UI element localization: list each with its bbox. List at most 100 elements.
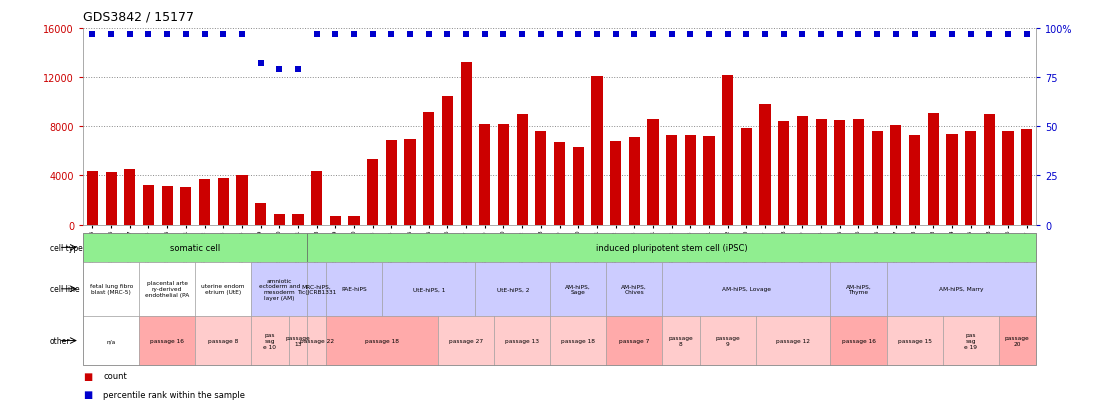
Point <box>532 31 550 38</box>
Text: passage
8: passage 8 <box>668 335 694 346</box>
Point <box>943 31 961 38</box>
Point <box>719 31 737 38</box>
Bar <box>909 135 920 225</box>
Point <box>233 31 250 38</box>
Text: ■: ■ <box>83 371 92 381</box>
Text: passage 18: passage 18 <box>562 338 595 343</box>
Point <box>476 31 494 38</box>
Point <box>346 31 363 38</box>
Text: pas
sag
e 19: pas sag e 19 <box>964 332 977 349</box>
Point <box>812 31 830 38</box>
Text: AM-hiPS, Lovage: AM-hiPS, Lovage <box>722 287 771 292</box>
Point <box>327 31 345 38</box>
Bar <box>628 138 640 225</box>
Point <box>494 31 512 38</box>
Point <box>625 31 643 38</box>
Text: AM-hiPS,
Chives: AM-hiPS, Chives <box>622 284 647 294</box>
Bar <box>497 125 509 225</box>
Bar <box>872 132 883 225</box>
Bar <box>853 120 864 225</box>
Point <box>981 31 998 38</box>
Text: passage
9: passage 9 <box>716 335 740 346</box>
Point <box>401 31 419 38</box>
Bar <box>946 134 957 225</box>
Bar <box>965 132 976 225</box>
Point <box>831 31 849 38</box>
Bar <box>778 122 789 225</box>
Text: n/a: n/a <box>106 338 115 343</box>
Bar <box>554 143 565 225</box>
Point <box>420 31 438 38</box>
Bar <box>199 179 211 225</box>
Text: passage 16: passage 16 <box>151 338 184 343</box>
Text: amniotic
ectoderm and
mesoderm
layer (AM): amniotic ectoderm and mesoderm layer (AM… <box>258 278 300 300</box>
Text: ■: ■ <box>83 389 92 399</box>
Point <box>83 31 101 38</box>
Text: fetal lung fibro
blast (MRC-5): fetal lung fibro blast (MRC-5) <box>90 284 133 294</box>
Bar <box>105 173 116 225</box>
Point <box>551 31 568 38</box>
Point <box>607 31 625 38</box>
Point <box>158 31 176 38</box>
Point <box>681 31 699 38</box>
Bar <box>124 169 135 225</box>
Bar <box>479 125 491 225</box>
Bar <box>815 120 827 225</box>
Text: somatic cell: somatic cell <box>171 243 220 252</box>
Point <box>121 31 138 38</box>
Point <box>869 31 886 38</box>
Bar <box>162 186 173 225</box>
Bar <box>666 135 677 225</box>
Bar <box>423 112 434 225</box>
Bar <box>404 139 416 225</box>
Point <box>177 31 195 38</box>
Bar <box>293 214 304 225</box>
Text: passage 15: passage 15 <box>897 338 932 343</box>
Bar <box>984 115 995 225</box>
Text: percentile rank within the sample: percentile rank within the sample <box>103 390 245 399</box>
Point <box>588 31 606 38</box>
Text: AM-hiPS, Marry: AM-hiPS, Marry <box>938 287 984 292</box>
Text: other: other <box>50 336 71 345</box>
Bar <box>834 121 845 225</box>
Text: UtE-hiPS, 2: UtE-hiPS, 2 <box>496 287 530 292</box>
Text: UtE-hiPS, 1: UtE-hiPS, 1 <box>412 287 445 292</box>
Bar <box>274 214 285 225</box>
Bar <box>311 171 322 225</box>
Point <box>102 31 120 38</box>
Bar <box>516 115 527 225</box>
Bar <box>535 132 546 225</box>
Text: passage
13: passage 13 <box>286 335 310 346</box>
Text: GDS3842 / 15177: GDS3842 / 15177 <box>83 10 194 23</box>
Text: passage 22: passage 22 <box>299 338 334 343</box>
Point <box>774 31 792 38</box>
Bar <box>255 203 266 225</box>
Point <box>962 31 979 38</box>
Bar <box>330 216 341 225</box>
Text: passage 13: passage 13 <box>505 338 540 343</box>
Bar <box>367 160 378 225</box>
Point <box>270 67 288 74</box>
Text: induced pluripotent stem cell (iPSC): induced pluripotent stem cell (iPSC) <box>596 243 748 252</box>
Text: pas
sag
e 10: pas sag e 10 <box>264 332 276 349</box>
Text: MRC-hiPS,
Tic(JCRB1331: MRC-hiPS, Tic(JCRB1331 <box>297 284 336 294</box>
Point <box>756 31 773 38</box>
Point <box>363 31 381 38</box>
Bar <box>1003 132 1014 225</box>
Bar <box>927 114 938 225</box>
Point <box>439 31 456 38</box>
Bar <box>236 176 247 225</box>
Text: passage 27: passage 27 <box>449 338 483 343</box>
Bar <box>759 105 771 225</box>
Bar <box>722 76 733 225</box>
Text: PAE-hiPS: PAE-hiPS <box>341 287 367 292</box>
Bar <box>890 126 902 225</box>
Text: passage 16: passage 16 <box>842 338 875 343</box>
Bar <box>442 96 453 225</box>
Bar <box>461 63 472 225</box>
Point <box>140 31 157 38</box>
Bar <box>86 171 98 225</box>
Bar <box>348 216 360 225</box>
Text: AM-hiPS,
Sage: AM-hiPS, Sage <box>565 284 591 294</box>
Text: placental arte
ry-derived
endothelial (PA: placental arte ry-derived endothelial (P… <box>145 281 189 297</box>
